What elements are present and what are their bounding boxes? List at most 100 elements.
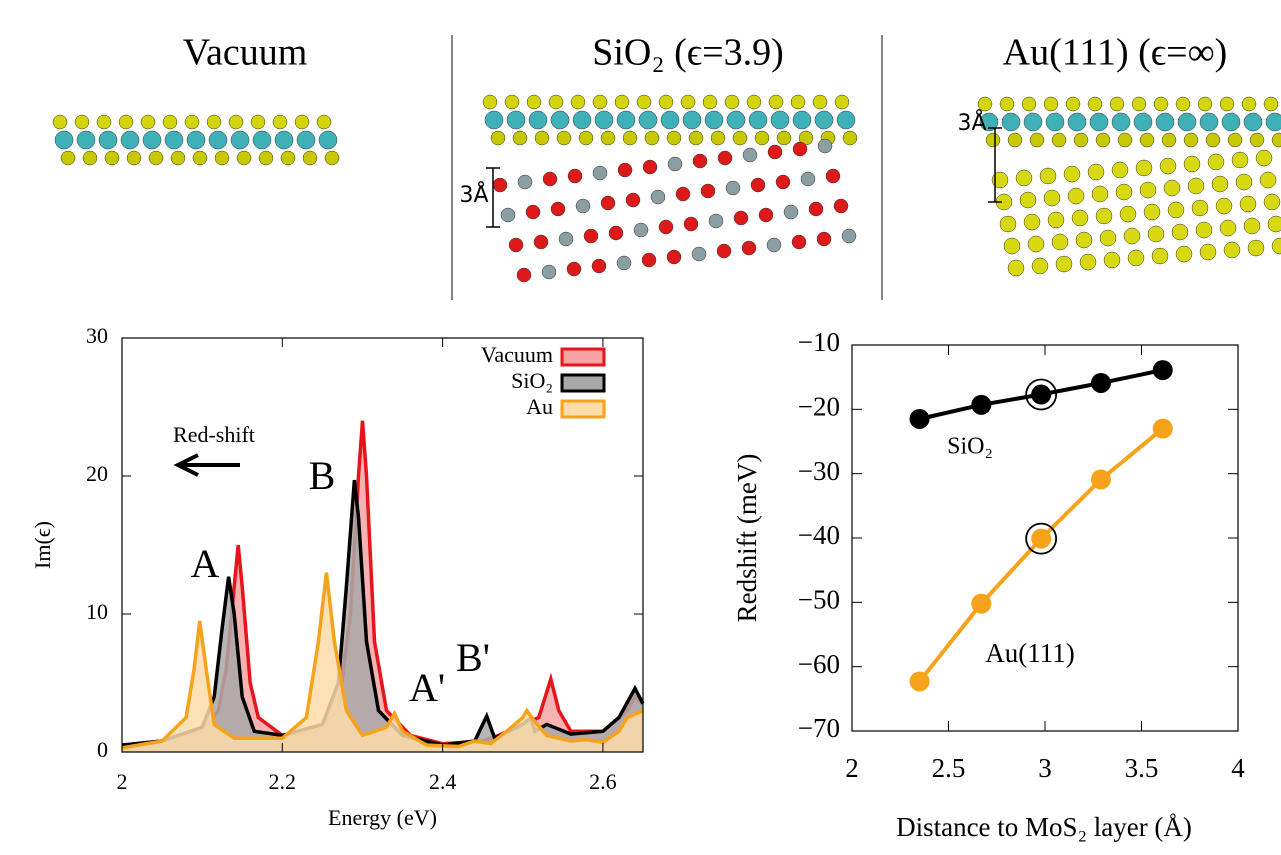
atom [1100,230,1116,246]
atom [171,151,185,165]
atom [1096,133,1110,147]
atom [1000,216,1016,232]
atom [1220,97,1234,111]
atom [592,259,606,273]
atom [792,235,806,249]
atom [491,131,505,145]
atom [726,181,740,195]
y-tick-label: 10 [86,599,108,624]
atom [1232,152,1248,168]
series-label: SiO₂ [947,434,993,460]
atom [1152,248,1168,264]
atom [784,205,798,219]
atom [1184,156,1200,172]
atom [1212,176,1228,192]
atom [617,256,631,270]
atom [573,111,591,129]
atom [618,163,632,177]
atom [689,131,703,145]
atom [1244,113,1262,131]
atom [297,131,315,149]
atom [229,115,243,129]
annotation: B' [456,635,490,680]
y-tick-label: −70 [798,713,840,743]
atom [1140,182,1156,198]
atom [601,196,615,210]
atom [593,95,607,109]
atom [1080,254,1096,270]
atom [53,115,67,129]
atom [734,211,748,225]
atom [978,97,992,111]
point [971,594,991,614]
atom [165,131,183,149]
atom [1104,252,1120,268]
atom [1008,133,1022,147]
atom [1096,208,1112,224]
atom [834,199,848,213]
y-tick-label: 20 [86,461,108,486]
atom [815,111,833,129]
atom [1040,168,1056,184]
atom [733,131,747,145]
atom [1072,210,1088,226]
atom [1264,194,1280,210]
atom [513,131,527,145]
panel-title: Au(111) (ϵ=∞) [1003,32,1228,74]
atom [535,131,549,145]
atom [121,131,139,149]
atom [518,175,532,189]
structures [53,95,1281,282]
atom [1056,256,1072,272]
atom [701,184,715,198]
x-tick-label: 2.5 [932,753,966,783]
atom [817,232,831,246]
atom [273,115,287,129]
atom [251,115,265,129]
atom [1020,192,1036,208]
atom [579,131,593,145]
atom [1088,164,1104,180]
atom [642,253,656,267]
atom [755,131,769,145]
atom [1242,97,1256,111]
atom [119,115,133,129]
atom [143,131,161,149]
atom [667,250,681,264]
point [910,671,930,691]
atom [634,223,648,237]
atom [1068,188,1084,204]
atom [1188,178,1204,194]
atom [749,111,767,129]
atom [281,151,295,165]
x-tick-label: 2 [845,753,859,783]
point [1031,529,1051,549]
atom [1272,133,1281,147]
atom [55,131,73,149]
figure: Vacuum SiO₂ (ϵ=3.9) Au(111) (ϵ=∞) 3Å 3Å … [0,0,1281,855]
atom [725,95,739,109]
atom [185,115,199,129]
atom [1044,190,1060,206]
atom [576,199,590,213]
atom [1192,200,1208,216]
atom [1088,97,1102,111]
atom [543,172,557,186]
atom [1162,133,1176,147]
atom [325,151,339,165]
atom [1052,234,1068,250]
atom [549,95,563,109]
atom [1046,113,1064,131]
y-tick-label: −30 [798,456,840,486]
atom [768,145,782,159]
atom [1222,113,1240,131]
x-tick-label: 3.5 [1125,753,1159,783]
atom [1002,113,1020,131]
y-tick-label: −40 [798,520,840,550]
atom [813,95,827,109]
atom [692,247,706,261]
atom [127,151,141,165]
atom [1198,97,1212,111]
atom [776,175,790,189]
panel-title: SiO₂ (ϵ=3.9) [592,32,784,74]
